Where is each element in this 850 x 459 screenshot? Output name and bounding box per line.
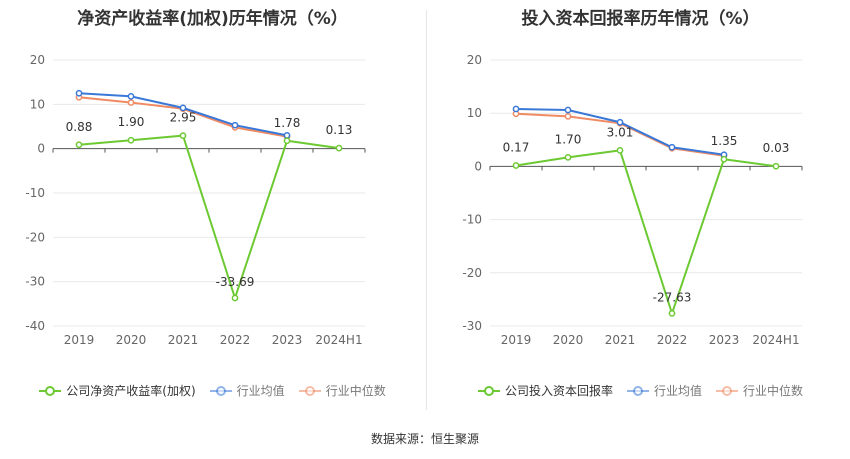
panel-divider [426, 10, 427, 410]
x-tick-label: 2023 [709, 333, 740, 347]
data-point [283, 137, 291, 145]
legend-swatch [298, 385, 321, 396]
legend-swatch [626, 385, 649, 396]
data-label: 0.17 [503, 140, 530, 154]
chart-legend: 公司净资产收益率(加权) 行业均值 行业中位数 [0, 382, 425, 399]
x-tick-label: 2020 [553, 333, 584, 347]
x-tick-label: 2021 [605, 333, 636, 347]
roic-chart-panel: 投入资本回报率历年情况（%） 20 10 0 -10 -20 -30 2019 2020 202… [428, 0, 850, 420]
x-tick-label: 2024H1 [752, 333, 799, 347]
series-line [515, 149, 777, 317]
y-tick-label: -20 [462, 266, 482, 280]
data-point [564, 154, 572, 161]
legend-label: 行业中位数 [325, 384, 386, 398]
data-point [283, 132, 291, 139]
legend-item[interactable]: 行业中位数 [716, 382, 803, 399]
legend-label: 行业中位数 [743, 384, 804, 398]
roe-chart: 20 10 0 -10 -20 -30 -40 2019 2020 2021 2022 2023 202… [25, 53, 366, 347]
data-point [616, 118, 624, 126]
legend-item[interactable]: 行业均值 [626, 382, 702, 399]
x-tick-label: 2023 [272, 333, 303, 347]
data-label: 1.70 [555, 132, 582, 146]
data-label: 0.13 [326, 123, 353, 137]
data-point [564, 106, 572, 114]
data-point [127, 93, 135, 100]
x-tick-label: 2022 [220, 333, 251, 347]
data-point [335, 144, 343, 152]
data-point [231, 294, 239, 302]
data-point [564, 113, 572, 120]
data-point [179, 104, 187, 112]
legend-swatch [716, 385, 738, 396]
legend-swatch [39, 385, 62, 396]
legend-item[interactable]: 公司投入资本回报率 [477, 382, 613, 399]
data-point [668, 310, 676, 317]
data-point [512, 162, 520, 169]
data-point [75, 141, 83, 149]
y-tick-label: -10 [462, 213, 482, 227]
y-tick-label: 10 [30, 97, 45, 111]
data-label: 2.95 [170, 111, 197, 125]
data-label: 0.03 [763, 141, 790, 155]
y-tick-label: 20 [467, 53, 482, 67]
legend-item[interactable]: 公司净资产收益率(加权) [39, 382, 196, 399]
x-tick-label: 2021 [168, 333, 199, 347]
data-point [127, 99, 135, 106]
data-label: -33.69 [216, 275, 255, 289]
data-point [772, 162, 780, 170]
data-point [179, 132, 187, 139]
chart-legend: 公司投入资本回报率 行业均值 行业中位数 [428, 382, 850, 399]
y-tick-label: -40 [25, 319, 45, 333]
data-label: 1.78 [274, 116, 301, 130]
chart-title: 净资产收益率(加权)历年情况（%） [77, 9, 348, 29]
y-tick-label: -30 [25, 275, 45, 289]
x-tick-label: 2024H1 [315, 333, 362, 347]
legend-label: 行业均值 [653, 384, 702, 398]
data-label: 3.01 [607, 125, 634, 139]
data-point [231, 121, 239, 129]
y-tick-label: -10 [25, 186, 45, 200]
chart-title: 投入资本回报率历年情况（%） [521, 9, 760, 29]
data-point [512, 105, 520, 113]
data-source: 数据来源：恒生聚源 [370, 432, 479, 446]
data-label: 1.35 [711, 134, 738, 148]
roic-chart: 20 10 0 -10 -20 -30 2019 2020 2021 2022 2023 2024H1… [462, 53, 803, 347]
legend-swatch [209, 385, 232, 396]
data-point [75, 89, 83, 97]
data-point [668, 143, 676, 151]
data-label: 1.90 [118, 115, 145, 129]
x-tick-label: 2019 [501, 333, 532, 347]
legend-label: 公司净资产收益率(加权) [66, 384, 196, 398]
data-point [720, 155, 728, 163]
y-tick-label: 10 [467, 106, 482, 120]
legend-label: 行业均值 [236, 384, 285, 398]
data-point [616, 147, 624, 154]
x-tick-label: 2019 [64, 333, 95, 347]
legend-item[interactable]: 行业均值 [209, 382, 285, 399]
data-point [127, 136, 135, 144]
legend-item[interactable]: 行业中位数 [298, 382, 386, 399]
x-tick-label: 2022 [657, 333, 688, 347]
data-label: 0.88 [66, 120, 93, 134]
legend-label: 公司投入资本回报率 [504, 384, 613, 398]
y-tick-label: 20 [30, 53, 45, 67]
data-label: -27.63 [653, 290, 692, 304]
y-tick-label: 0 [474, 159, 482, 173]
roe-chart-panel: 净资产收益率(加权)历年情况（%） 20 10 0 -10 -20 -30 -40 2019 2… [0, 0, 425, 420]
series-line [78, 134, 340, 302]
x-tick-label: 2020 [116, 333, 147, 347]
y-tick-label: -20 [25, 230, 45, 244]
legend-swatch [477, 385, 500, 396]
y-tick-label: 0 [37, 142, 45, 156]
y-tick-label: -30 [462, 319, 482, 333]
